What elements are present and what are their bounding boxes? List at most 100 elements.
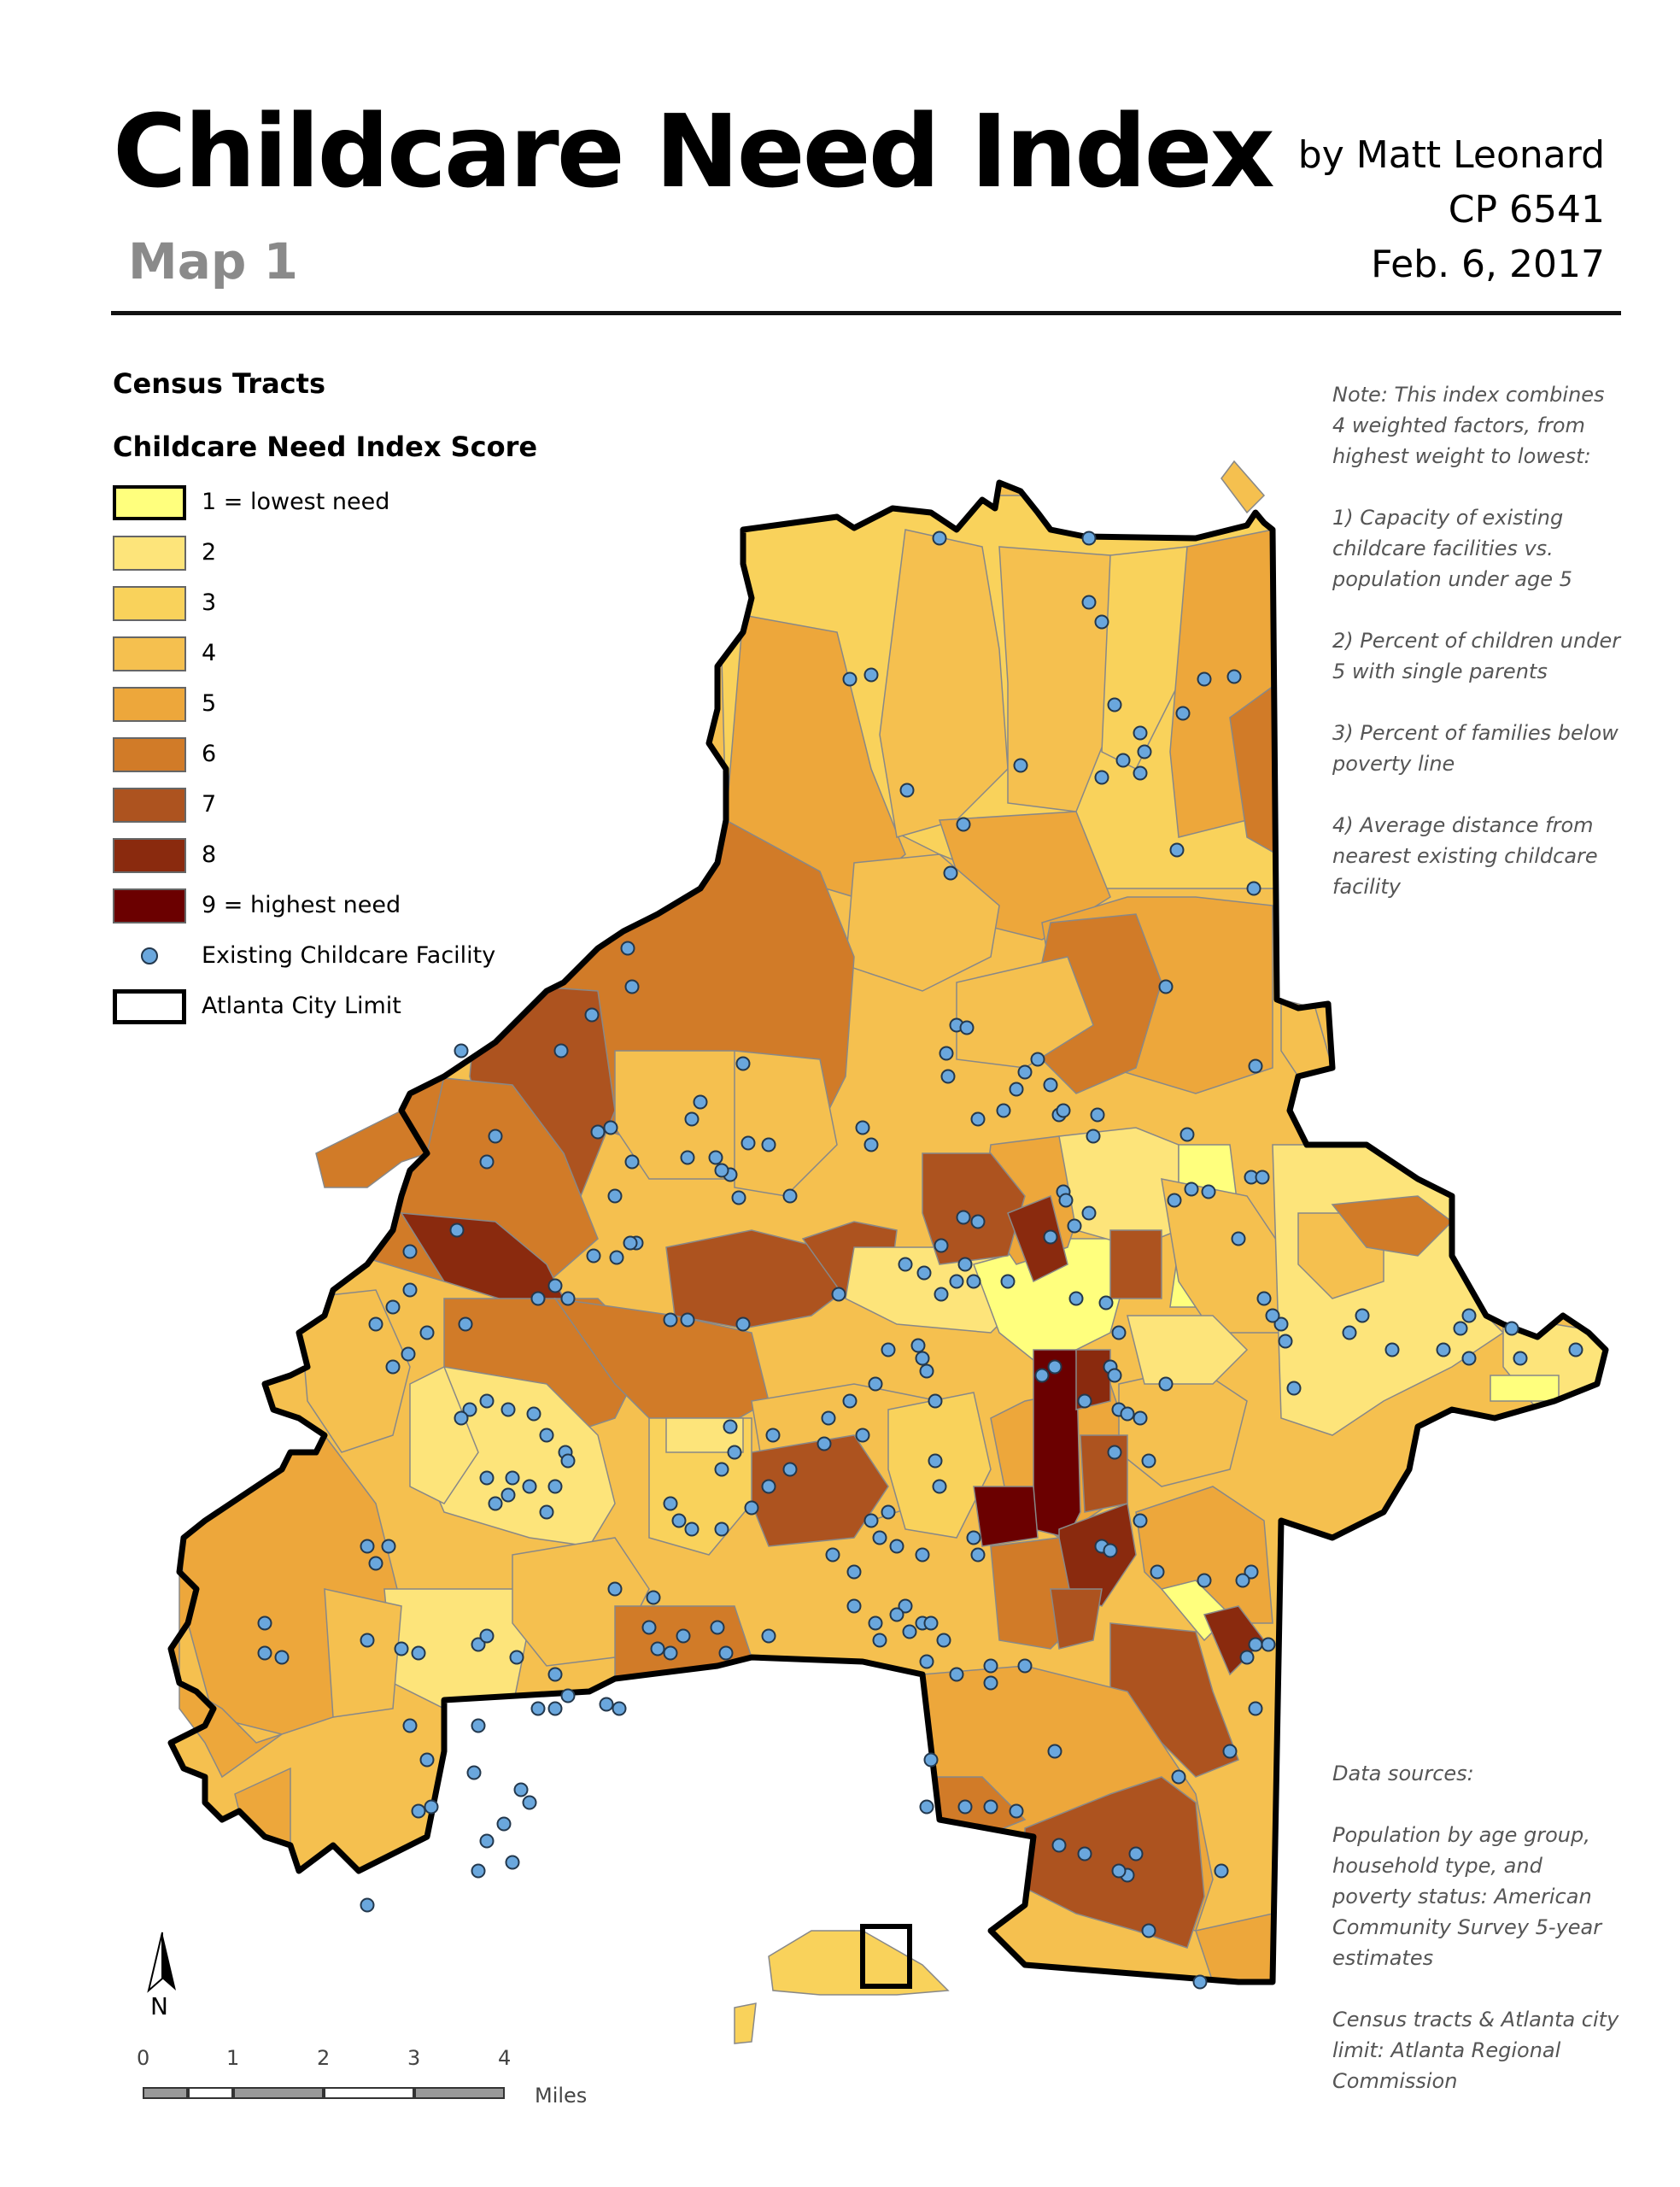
facility-point bbox=[949, 1667, 964, 1682]
facility-point bbox=[547, 1701, 563, 1716]
facility-point bbox=[471, 1863, 486, 1879]
facility-point bbox=[934, 1238, 949, 1253]
facility-point bbox=[731, 1190, 746, 1205]
note-factor-2: 2) Percent of children under 5 with sing… bbox=[1332, 629, 1621, 683]
facility-point bbox=[1197, 671, 1212, 687]
facility-point bbox=[1214, 1863, 1229, 1879]
legend-class-label: 6 bbox=[202, 741, 217, 767]
facility-point bbox=[782, 1188, 798, 1204]
date: Feb. 6, 2017 bbox=[1371, 243, 1605, 286]
facility-point bbox=[831, 1287, 846, 1302]
facility-dot-icon bbox=[141, 947, 158, 965]
facility-point bbox=[855, 1428, 870, 1443]
facility-points bbox=[257, 531, 1583, 1990]
facility-point bbox=[1256, 1291, 1272, 1306]
facility-point bbox=[740, 1135, 756, 1151]
facility-point bbox=[530, 1291, 546, 1306]
facility-point bbox=[454, 1410, 469, 1426]
note-factor-3: 3) Percent of families below poverty lin… bbox=[1332, 721, 1619, 776]
facility-point bbox=[547, 1667, 563, 1682]
facility-point bbox=[957, 1257, 973, 1272]
facility-point bbox=[1081, 531, 1097, 546]
facility-point bbox=[560, 1453, 576, 1469]
facility-point bbox=[586, 1248, 601, 1264]
facility-point bbox=[1248, 1058, 1263, 1074]
facility-point bbox=[735, 1056, 751, 1071]
legend-class-label: 3 bbox=[202, 589, 217, 616]
facility-point bbox=[1107, 697, 1122, 712]
legend-class-row: 4 bbox=[113, 633, 537, 683]
scale-seg-2 bbox=[188, 2087, 233, 2099]
facility-point bbox=[956, 817, 971, 832]
facility-point bbox=[915, 1351, 930, 1366]
facility-point bbox=[1239, 1650, 1255, 1665]
facility-point bbox=[257, 1645, 272, 1661]
facility-point bbox=[1086, 1129, 1101, 1144]
facility-point bbox=[855, 1120, 870, 1135]
facility-point bbox=[1107, 1445, 1122, 1460]
facility-point bbox=[671, 1513, 687, 1528]
facility-point bbox=[479, 1628, 495, 1644]
facility-point bbox=[1081, 1205, 1097, 1221]
facility-point bbox=[714, 1522, 729, 1537]
facility-point bbox=[863, 1513, 879, 1528]
facility-point bbox=[466, 1765, 482, 1780]
facility-point bbox=[479, 1154, 495, 1170]
legend: Census Tracts Childcare Need Index Score… bbox=[113, 367, 537, 1036]
facility-point bbox=[599, 1697, 614, 1712]
facility-point bbox=[500, 1487, 516, 1503]
facility-point bbox=[607, 1188, 623, 1204]
facility-point bbox=[1384, 1342, 1400, 1357]
facility-point bbox=[1009, 1082, 1024, 1097]
legend-swatch bbox=[113, 838, 186, 873]
facility-point bbox=[1133, 725, 1148, 741]
facility-point bbox=[710, 1620, 725, 1635]
facility-point bbox=[1158, 979, 1174, 994]
facility-point bbox=[872, 1633, 887, 1648]
facility-point bbox=[368, 1556, 383, 1571]
facility-point bbox=[1133, 1410, 1148, 1426]
facility-point bbox=[863, 1137, 879, 1152]
facility-point bbox=[1513, 1351, 1528, 1366]
legend-swatch bbox=[113, 536, 186, 571]
facility-point bbox=[1355, 1308, 1370, 1323]
facility-point bbox=[727, 1445, 742, 1460]
facility-point bbox=[1056, 1103, 1071, 1118]
facility-point bbox=[603, 1120, 618, 1135]
facility-point bbox=[1133, 1513, 1148, 1528]
facility-point bbox=[663, 1496, 678, 1511]
scale-tick-4: 4 bbox=[498, 2046, 512, 2070]
facility-point bbox=[714, 1462, 729, 1477]
legend-class-label: 5 bbox=[202, 690, 217, 717]
facility-point bbox=[761, 1479, 776, 1494]
facility-point bbox=[505, 1855, 520, 1870]
source-arc: Census tracts & Atlanta city limit: Atla… bbox=[1332, 2008, 1619, 2093]
facility-point bbox=[1246, 881, 1261, 896]
facility-point bbox=[509, 1650, 524, 1665]
course: CP 6541 bbox=[1448, 188, 1605, 232]
byline: by Matt Leonard CP 6541 Feb. 6, 2017 bbox=[1298, 128, 1605, 292]
legend-class-row: 6 bbox=[113, 734, 537, 784]
facility-point bbox=[718, 1645, 734, 1661]
facility-point bbox=[872, 1530, 887, 1545]
facility-point bbox=[1017, 1658, 1033, 1674]
facility-point bbox=[424, 1799, 439, 1815]
facility-point bbox=[932, 531, 947, 546]
facility-point bbox=[609, 1250, 624, 1265]
facility-point bbox=[607, 1581, 623, 1597]
facility-point bbox=[966, 1530, 981, 1545]
facility-point bbox=[983, 1658, 998, 1674]
facility-point bbox=[1000, 1274, 1016, 1289]
facility-point bbox=[458, 1316, 473, 1332]
facility-point bbox=[910, 1338, 926, 1353]
facility-point bbox=[1077, 1393, 1092, 1409]
facility-point bbox=[1453, 1321, 1468, 1336]
facility-point bbox=[899, 783, 915, 798]
facility-point bbox=[1248, 1637, 1263, 1652]
facility-point bbox=[1141, 1923, 1156, 1938]
legend-field-title: Childcare Need Index Score bbox=[113, 431, 538, 463]
facility-point bbox=[996, 1103, 1011, 1118]
facility-point bbox=[735, 1316, 751, 1332]
facility-point bbox=[1067, 1218, 1082, 1234]
facility-point bbox=[1231, 1231, 1246, 1246]
